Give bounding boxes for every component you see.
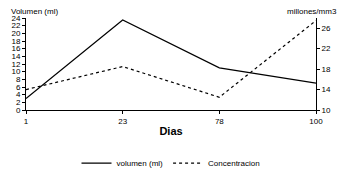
svg-text:1: 1 (24, 117, 29, 126)
svg-text:26: 26 (322, 24, 331, 33)
svg-text:10: 10 (11, 67, 20, 76)
svg-text:12: 12 (11, 60, 20, 69)
svg-text:6: 6 (16, 83, 21, 92)
svg-text:10: 10 (322, 106, 331, 115)
svg-text:14: 14 (322, 85, 331, 94)
svg-text:22: 22 (322, 44, 331, 53)
svg-text:volumen (ml): volumen (ml) (117, 159, 164, 168)
svg-text:2: 2 (16, 98, 21, 107)
svg-text:20: 20 (11, 29, 20, 38)
svg-text:14: 14 (11, 52, 20, 61)
svg-text:24: 24 (11, 14, 20, 23)
svg-text:100: 100 (309, 117, 323, 126)
svg-text:Concentracion: Concentracion (208, 159, 260, 168)
svg-text:23: 23 (118, 117, 127, 126)
svg-text:4: 4 (16, 90, 21, 99)
svg-text:Dias: Dias (159, 125, 182, 137)
svg-text:78: 78 (215, 117, 224, 126)
svg-text:18: 18 (322, 65, 331, 74)
svg-text:22: 22 (11, 21, 20, 30)
svg-text:8: 8 (16, 75, 21, 84)
svg-text:Volumen (ml): Volumen (ml) (11, 7, 58, 16)
svg-text:0: 0 (16, 106, 21, 115)
svg-text:18: 18 (11, 37, 20, 46)
svg-text:16: 16 (11, 44, 20, 53)
svg-text:millones/mm3: millones/mm3 (287, 7, 337, 16)
